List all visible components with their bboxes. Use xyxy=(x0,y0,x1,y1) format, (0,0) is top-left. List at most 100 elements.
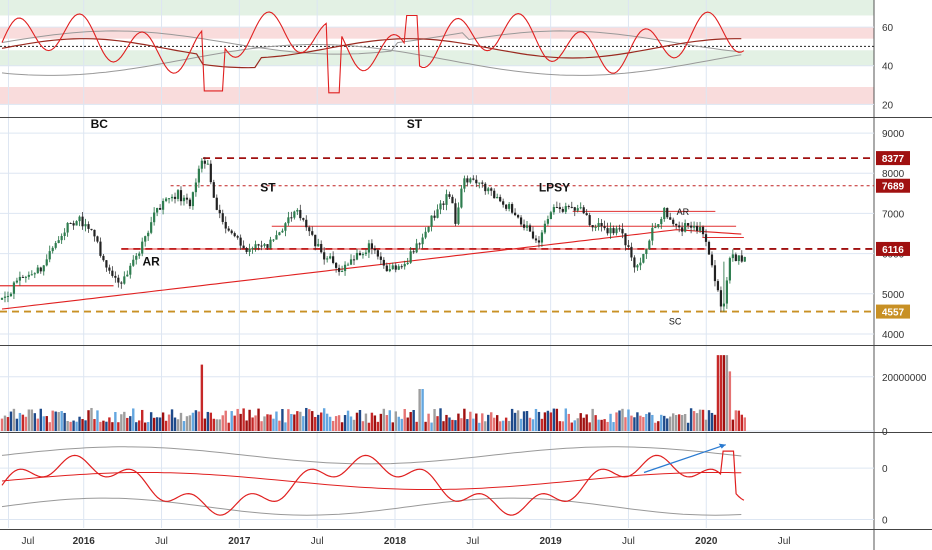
volume-bar xyxy=(728,371,732,431)
volume-bar xyxy=(325,413,329,431)
candle-body xyxy=(692,225,696,228)
candle-body xyxy=(397,266,400,270)
candle-body xyxy=(719,290,723,307)
candle-body xyxy=(636,265,639,268)
volume-bar xyxy=(30,409,34,431)
candle-body xyxy=(472,178,475,180)
candle-body xyxy=(481,182,484,184)
candle-body xyxy=(618,228,621,230)
volume-bar xyxy=(725,355,729,431)
volume-bar xyxy=(278,420,281,431)
volume-bar xyxy=(12,408,16,431)
candle-body xyxy=(352,259,356,261)
candle-body xyxy=(513,212,517,216)
volume-bar xyxy=(704,419,708,431)
candle-body xyxy=(687,223,690,226)
annotation-sc: SC xyxy=(669,316,682,326)
candle-body xyxy=(713,265,717,282)
volume-bar xyxy=(451,419,454,431)
candle-body xyxy=(111,270,114,276)
price-tag xyxy=(876,304,910,319)
osc-lower-band xyxy=(1,44,742,76)
candle-body xyxy=(466,178,469,183)
volume-bar xyxy=(185,416,189,431)
volume-bar xyxy=(15,418,19,431)
volume-bar xyxy=(710,412,714,431)
candle-body xyxy=(409,251,412,263)
volume-bar xyxy=(206,411,210,431)
candle-body xyxy=(543,223,547,233)
x-tick-label: Jul xyxy=(311,536,324,547)
volume-bar xyxy=(236,408,239,431)
candle-body xyxy=(75,221,78,226)
candle-body xyxy=(69,222,72,224)
annotation-ar: AR xyxy=(142,255,160,269)
candle-body xyxy=(731,254,734,259)
volume-bar xyxy=(701,409,705,431)
volume-bar xyxy=(576,418,579,431)
candle-body xyxy=(33,273,36,275)
volume-bar xyxy=(630,415,633,431)
volume-bar xyxy=(442,421,445,431)
candle-body xyxy=(698,226,702,231)
candle-body xyxy=(496,196,499,199)
candle-body xyxy=(156,208,159,213)
price-tag xyxy=(876,151,910,166)
candle-body xyxy=(528,225,532,232)
volume-bar xyxy=(337,415,341,431)
volume-bar xyxy=(242,408,245,431)
candle-body xyxy=(522,224,526,228)
volume-bar xyxy=(382,408,386,431)
volume-bar xyxy=(349,416,353,431)
candle-body xyxy=(141,241,144,254)
candle-body xyxy=(60,235,63,241)
candle-body xyxy=(648,240,651,250)
candle-body xyxy=(743,256,746,262)
candle-body xyxy=(382,259,385,266)
volume-bar xyxy=(540,418,544,431)
volume-bar xyxy=(293,414,296,431)
candle-body xyxy=(669,217,672,220)
candle-body xyxy=(600,222,603,227)
x-tick-label: Jul xyxy=(778,536,791,547)
osc-upper-band xyxy=(1,30,742,55)
volume-bar xyxy=(606,421,609,431)
candle-body xyxy=(573,207,576,211)
candle-body xyxy=(233,233,236,237)
candle-body xyxy=(332,256,335,263)
volume-bar xyxy=(680,414,684,431)
volume-bar xyxy=(427,413,430,431)
candle-body xyxy=(320,243,323,253)
candle-body xyxy=(242,245,245,249)
candle-body xyxy=(666,207,669,218)
candle-body xyxy=(710,254,714,266)
volume-bar xyxy=(528,417,532,431)
candle-body xyxy=(704,234,708,242)
volume-bar xyxy=(591,408,594,431)
candle-body xyxy=(167,198,171,200)
volume-bar xyxy=(475,413,478,431)
candle-body xyxy=(135,255,138,260)
candle-body xyxy=(681,227,684,232)
volume-bar xyxy=(558,421,562,431)
candle-body xyxy=(179,190,183,202)
volume-bar xyxy=(233,415,236,431)
candle-body xyxy=(594,227,597,229)
volume-bar xyxy=(400,418,403,431)
volume-bar xyxy=(648,412,651,431)
volume-bar xyxy=(269,414,272,431)
y-tick-label: 0 xyxy=(882,464,888,475)
candle-body xyxy=(275,235,278,240)
volume-bar xyxy=(719,355,723,431)
candle-body xyxy=(355,252,359,260)
candle-body xyxy=(582,207,585,214)
volume-bar xyxy=(33,413,37,431)
candle-body xyxy=(132,259,135,266)
volume-bar xyxy=(302,416,305,431)
candle-body xyxy=(367,243,371,253)
volume-bar xyxy=(69,421,72,431)
candle-body xyxy=(266,244,269,248)
volume-bar xyxy=(573,420,576,431)
volume-bar xyxy=(570,422,573,431)
candle-body xyxy=(335,262,338,268)
